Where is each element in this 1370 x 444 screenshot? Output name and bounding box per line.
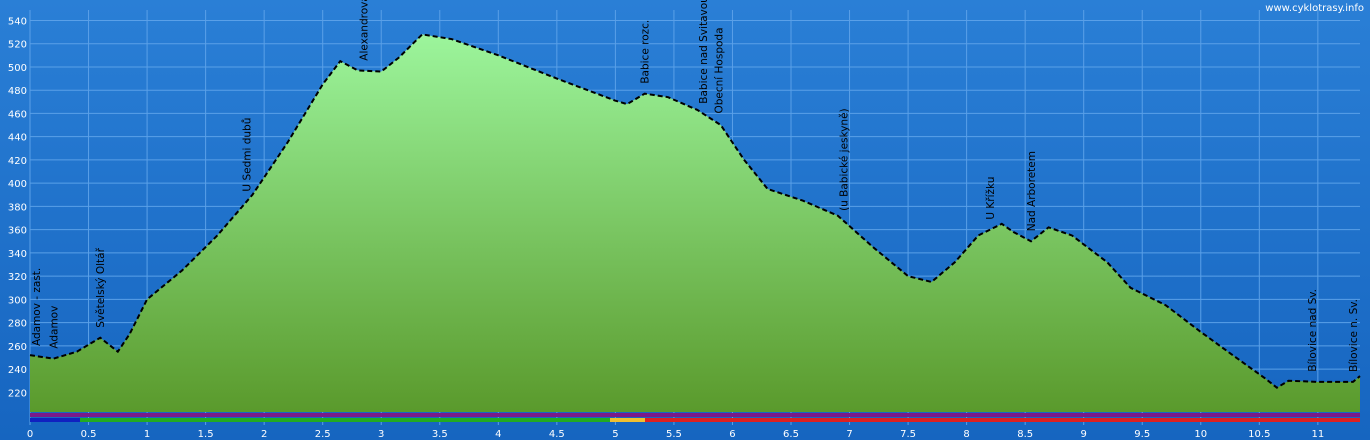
y-tick-label: 340 bbox=[8, 249, 27, 260]
x-tick-label: 3 bbox=[378, 429, 384, 440]
y-tick-label: 540 bbox=[8, 16, 27, 27]
y-tick-label: 280 bbox=[8, 319, 27, 330]
x-tick-label: 0.5 bbox=[81, 429, 97, 440]
waypoint-label: U Křížku bbox=[985, 177, 997, 220]
x-tick-label: 2 bbox=[261, 429, 267, 440]
x-tick-label: 2.5 bbox=[315, 429, 331, 440]
y-tick-label: 460 bbox=[8, 109, 27, 120]
x-tick-label: 0 bbox=[27, 429, 33, 440]
x-tick-label: 1 bbox=[144, 429, 150, 440]
y-tick-label: 400 bbox=[8, 179, 27, 190]
elevation-area bbox=[30, 34, 1360, 413]
y-tick-label: 320 bbox=[8, 272, 27, 283]
x-tick-label: 6.5 bbox=[783, 429, 799, 440]
y-tick-label: 360 bbox=[8, 226, 27, 237]
y-tick-label: 380 bbox=[8, 202, 27, 213]
y-tick-label: 520 bbox=[8, 40, 27, 51]
y-tick-label: 220 bbox=[8, 388, 27, 399]
marks: 2202402602803003203403603804004204404604… bbox=[8, 0, 1361, 440]
y-tick-label: 440 bbox=[8, 133, 27, 144]
x-tick-label: 1.5 bbox=[198, 429, 214, 440]
x-tick-label: 3.5 bbox=[432, 429, 448, 440]
waypoint-label: Bílovice n. Sv. bbox=[1348, 299, 1360, 372]
waypoint-label: U Sedmi dubů bbox=[242, 118, 254, 192]
x-tick-label: 8 bbox=[963, 429, 969, 440]
waypoint-label: Nad Arboretem bbox=[1026, 151, 1038, 231]
waypoint-label: (u Babické jeskyně) bbox=[839, 108, 851, 211]
x-tick-label: 4.5 bbox=[549, 429, 565, 440]
waypoint-label: Adamov bbox=[48, 306, 60, 349]
waypoint-label: Bílovice nad Sv. bbox=[1307, 289, 1319, 372]
trail-markings bbox=[30, 413, 1360, 422]
y-tick-label: 480 bbox=[8, 86, 27, 97]
x-tick-label: 9 bbox=[1081, 429, 1087, 440]
y-tick-label: 420 bbox=[8, 156, 27, 167]
y-tick-label: 260 bbox=[8, 342, 27, 353]
x-tick-label: 5.5 bbox=[666, 429, 682, 440]
waypoint-label: Babice nad Svitavou bbox=[698, 0, 710, 104]
x-tick-label: 10 bbox=[1194, 429, 1207, 440]
elevation-line bbox=[29, 33, 1361, 389]
waypoint-label: Světelský Oltář bbox=[95, 247, 107, 327]
waypoint-label: Adamov - zast. bbox=[31, 268, 43, 346]
x-tick-label: 9.5 bbox=[1134, 429, 1150, 440]
watermark: www.cyklotrasy.info bbox=[1265, 3, 1364, 14]
y-tick-label: 500 bbox=[8, 63, 27, 74]
x-tick-label: 6 bbox=[729, 429, 735, 440]
x-tick-label: 7.5 bbox=[900, 429, 916, 440]
x-tick-label: 8.5 bbox=[1017, 429, 1033, 440]
waypoint-label: Alexandrova rozhledna bbox=[359, 0, 371, 61]
x-tick-label: 4 bbox=[495, 429, 501, 440]
x-tick-label: 11 bbox=[1311, 429, 1324, 440]
y-tick-label: 300 bbox=[8, 295, 27, 306]
waypoint-label: Obecní Hospoda bbox=[713, 27, 725, 113]
x-tick-label: 5 bbox=[612, 429, 618, 440]
x-tick-label: 10.5 bbox=[1248, 429, 1270, 440]
y-tick-label: 240 bbox=[8, 365, 27, 376]
x-tick-label: 7 bbox=[846, 429, 852, 440]
waypoint-label: Babice rozc. bbox=[640, 20, 652, 84]
